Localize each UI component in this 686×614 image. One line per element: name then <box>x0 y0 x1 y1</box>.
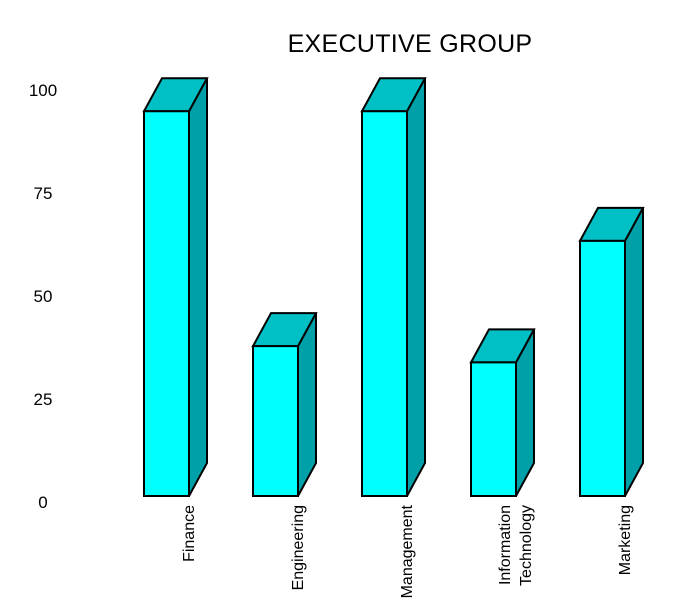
bar-side-face <box>406 77 426 497</box>
bar-information-technology <box>469 328 536 497</box>
bar-front-face <box>470 361 517 497</box>
x-axis-category-label: Information Technology <box>497 505 535 586</box>
y-axis-tick-label: 100 <box>28 81 58 100</box>
bar-marketing <box>578 206 645 497</box>
bar-front-face <box>143 110 190 497</box>
bar-management <box>360 77 427 497</box>
chart-title: EXECUTIVE GROUP <box>287 30 533 58</box>
y-axis-tick-label: 25 <box>33 390 53 409</box>
x-axis-category-label: Engineering <box>289 505 307 591</box>
bar-front-face <box>361 110 408 497</box>
x-axis-category-label: Marketing <box>616 505 634 576</box>
x-axis-category-label: Finance <box>180 505 198 562</box>
bar-front-face <box>252 345 299 497</box>
bar-engineering <box>251 312 318 497</box>
y-axis-tick-label: 75 <box>33 184 53 203</box>
y-axis-tick-label: 50 <box>33 287 53 306</box>
bar-side-face <box>188 77 208 497</box>
y-axis-tick-label: 0 <box>38 493 48 512</box>
bar-front-face <box>579 239 626 497</box>
bar-side-face <box>624 207 644 497</box>
x-axis-category-label: Management <box>398 505 416 599</box>
bar-finance <box>142 77 209 497</box>
